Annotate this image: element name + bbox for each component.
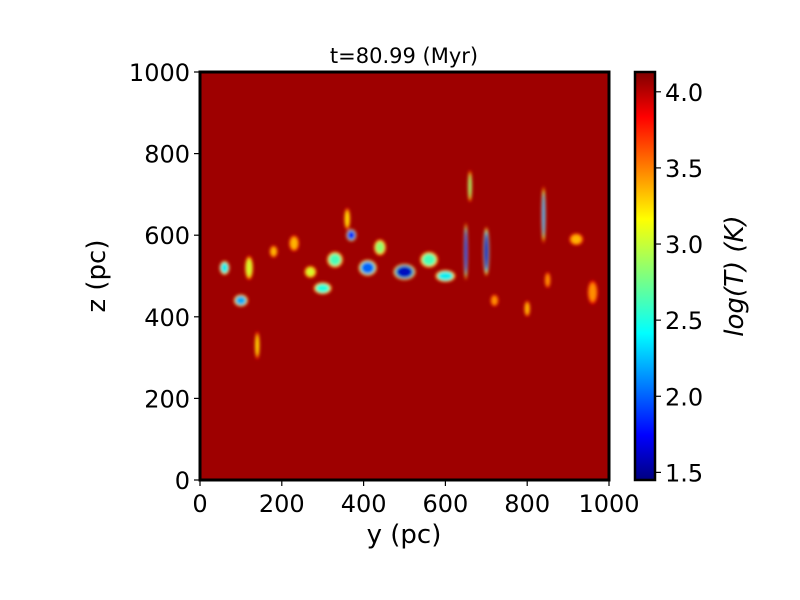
x-axis-label: y (pc) bbox=[367, 520, 442, 550]
cold-structure-layer bbox=[491, 296, 498, 305]
cold-structure bbox=[233, 294, 249, 307]
cold-structure bbox=[244, 255, 254, 281]
heatmap-plot-area bbox=[200, 72, 609, 480]
cold-structure bbox=[419, 251, 439, 268]
cold-structure bbox=[358, 259, 377, 277]
cold-structure-layer bbox=[329, 253, 341, 266]
cold-structure-layer bbox=[270, 247, 277, 256]
cold-structure bbox=[344, 207, 351, 231]
colorbar-label: log(T) (K) bbox=[720, 215, 750, 336]
cold-structure-layer bbox=[290, 237, 298, 250]
y-axis-label: z (pc) bbox=[82, 240, 112, 313]
cold-structure-layer bbox=[422, 253, 436, 266]
x-tick-label: 400 bbox=[341, 490, 387, 518]
cold-structure bbox=[326, 251, 344, 268]
cold-structure-layer bbox=[306, 267, 315, 277]
y-tick-label: 200 bbox=[144, 385, 190, 413]
cold-structure-layer bbox=[396, 266, 413, 278]
cold-structure bbox=[269, 245, 278, 258]
cold-structure-layer bbox=[589, 283, 597, 301]
colorbar-gradient bbox=[633, 70, 657, 482]
plot-frame bbox=[198, 70, 611, 482]
colorbar-tick-label: 2.0 bbox=[665, 383, 703, 411]
cold-structure bbox=[304, 265, 317, 279]
cold-structure bbox=[483, 227, 490, 277]
cold-structure-layer bbox=[235, 296, 246, 305]
cold-structure-layer bbox=[246, 259, 252, 277]
colorbar: 1.5 2.0 2.5 3.0 3.5 4.0 log(T) (K) bbox=[633, 70, 750, 487]
colorbar-tick-label: 3.5 bbox=[665, 155, 703, 183]
cold-structure-layer bbox=[571, 234, 582, 244]
cold-structure-layer bbox=[484, 234, 489, 269]
cold-structure bbox=[288, 235, 300, 252]
cold-structure-layer bbox=[438, 271, 453, 281]
cold-structure-layer bbox=[361, 262, 375, 274]
colorbar-tick-label: 1.5 bbox=[665, 459, 703, 487]
cold-structure bbox=[587, 280, 598, 305]
cold-structure bbox=[393, 263, 416, 281]
cold-structure bbox=[373, 239, 387, 256]
x-tick-label: 0 bbox=[192, 490, 207, 518]
colorbar-tick-label: 2.5 bbox=[665, 307, 703, 335]
x-tick-label: 1000 bbox=[578, 490, 639, 518]
x-tick-label: 800 bbox=[504, 490, 550, 518]
cold-structure bbox=[541, 186, 546, 244]
x-axis-ticks: 0 200 400 600 800 1000 bbox=[192, 480, 640, 518]
y-tick-label: 1000 bbox=[129, 59, 190, 87]
cold-structure bbox=[467, 169, 472, 203]
x-tick-label: 600 bbox=[422, 490, 468, 518]
cold-structure-layer bbox=[375, 241, 385, 254]
colorbar-tick-label: 4.0 bbox=[665, 79, 703, 107]
colorbar-ticks: 1.5 2.0 2.5 3.0 3.5 4.0 bbox=[655, 79, 703, 487]
cold-structure bbox=[490, 294, 499, 307]
cold-structure bbox=[313, 282, 332, 295]
cold-structure bbox=[254, 331, 260, 360]
cold-structure-layer bbox=[545, 274, 550, 286]
y-tick-label: 0 bbox=[175, 467, 190, 495]
chart-title: t=80.99 (Myr) bbox=[330, 44, 478, 68]
cold-structure-layer bbox=[542, 194, 545, 235]
cold-structure bbox=[463, 222, 468, 281]
cold-structure-layer bbox=[316, 283, 330, 293]
cold-structure-layer bbox=[468, 174, 472, 198]
cold-structure-layer bbox=[255, 335, 259, 356]
y-tick-label: 800 bbox=[144, 141, 190, 169]
y-tick-label: 600 bbox=[144, 222, 190, 250]
cold-structure bbox=[346, 229, 357, 242]
cold-structure-layer bbox=[220, 262, 229, 273]
y-axis-ticks: 0 200 400 600 800 1000 bbox=[129, 59, 200, 495]
cold-structure bbox=[544, 271, 551, 289]
cold-structure bbox=[524, 300, 531, 317]
cold-structure-layer bbox=[464, 231, 468, 272]
cold-structure-layer bbox=[525, 302, 530, 315]
colorbar-tick-label: 3.0 bbox=[665, 231, 703, 259]
cold-structure bbox=[569, 233, 584, 246]
y-tick-label: 400 bbox=[144, 304, 190, 332]
cold-structure-layer bbox=[347, 230, 355, 240]
x-tick-label: 200 bbox=[259, 490, 305, 518]
cold-structure-layer bbox=[345, 210, 350, 227]
cold-structure bbox=[435, 269, 456, 283]
cold-structure bbox=[219, 260, 230, 275]
